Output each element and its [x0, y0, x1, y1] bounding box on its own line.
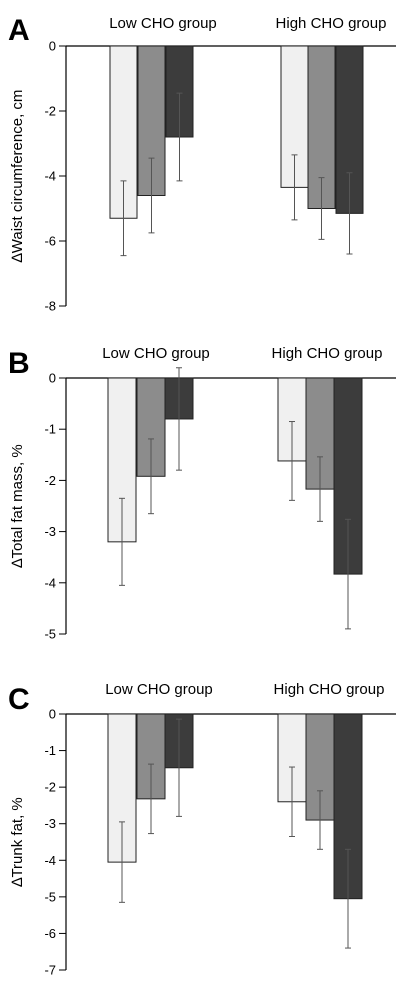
group-label: Low CHO group [102, 345, 210, 362]
y-tick-label: -2 [44, 104, 56, 119]
y-tick-label: -8 [44, 299, 56, 314]
chart-panel-a: A 0 -2 -4 -6 -8 ∆Waist circumference, cm Low CH… [8, 14, 396, 314]
chart-panel-c: C 0 -1 -2 -3 -4 -5 -6 -7 ∆Trunk fat, % Low CHO gro… [8, 681, 396, 978]
y-tick-label: -4 [44, 853, 56, 868]
y-tick-label: -2 [44, 473, 56, 488]
y-tick-label: 0 [49, 371, 56, 386]
y-tick-label: -1 [44, 422, 56, 437]
y-axis-label: ∆Total fat mass, % [9, 444, 26, 567]
y-tick-label: -5 [44, 889, 56, 904]
bar [136, 713, 166, 800]
group-label: High CHO group [272, 345, 383, 362]
y-axis-label: ∆Waist circumference, cm [9, 90, 26, 263]
y-tick-label: -5 [44, 627, 56, 642]
group-label: Low CHO group [105, 681, 213, 698]
chart-panel-b: B 0 -1 -2 -3 -4 -5 ∆Total fat mass, % Low CHO gr… [8, 345, 396, 642]
y-tick-label: -2 [44, 780, 56, 795]
y-tick-label: -4 [44, 575, 56, 590]
y-tick-label: -3 [44, 524, 56, 539]
y-tick-label: -3 [44, 816, 56, 831]
group-label: High CHO group [274, 681, 385, 698]
y-axis-label: ∆Trunk fat, % [9, 797, 26, 886]
y-tick-label: 0 [49, 39, 56, 54]
group-label: High CHO group [276, 15, 387, 32]
panel-letter: C [8, 683, 30, 716]
y-tick-label: -1 [44, 743, 56, 758]
y-tick-label: -6 [44, 234, 56, 249]
panel-letter: B [8, 347, 30, 380]
group-label: Low CHO group [109, 15, 217, 32]
y-tick-label: -7 [44, 963, 56, 978]
y-tick-label: 0 [49, 707, 56, 722]
panel-letter: A [8, 14, 30, 47]
y-tick-label: -6 [44, 926, 56, 941]
y-tick-label: -4 [44, 169, 56, 184]
